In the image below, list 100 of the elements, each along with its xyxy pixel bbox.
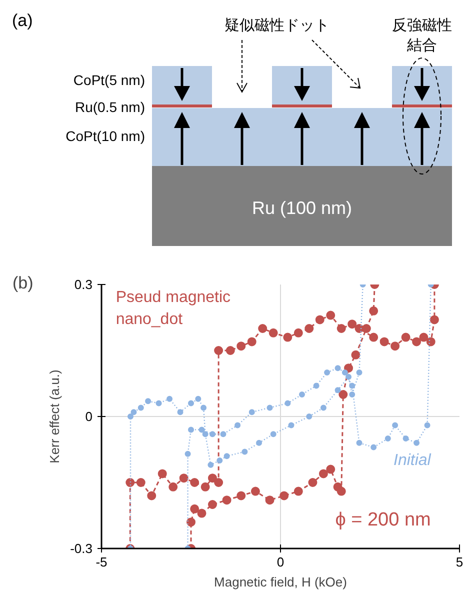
point	[190, 504, 200, 514]
text: 疑似磁性ドット	[224, 17, 330, 34]
text: 反強磁性	[392, 17, 452, 34]
point	[356, 440, 362, 446]
point	[220, 431, 226, 438]
point	[224, 453, 230, 460]
point	[414, 440, 420, 446]
point	[126, 478, 135, 487]
y-tick-label: -0.3	[70, 541, 93, 556]
point	[294, 486, 303, 496]
point	[334, 365, 341, 372]
point	[222, 496, 232, 505]
series-label: Pseud magnetic nano_dot	[116, 289, 231, 328]
point	[338, 390, 348, 399]
point	[188, 426, 194, 433]
point	[298, 392, 305, 398]
point	[349, 382, 356, 389]
point	[342, 370, 348, 376]
x-axis-title: Magnetic field, H (kOe)	[214, 574, 347, 590]
point	[384, 436, 391, 442]
point	[284, 400, 291, 406]
point	[336, 324, 346, 333]
point	[195, 396, 202, 402]
point	[197, 508, 206, 518]
point	[351, 350, 360, 360]
point	[208, 474, 217, 483]
point	[209, 431, 216, 438]
point	[334, 387, 341, 394]
point	[258, 324, 268, 333]
point	[268, 328, 278, 338]
point	[313, 382, 320, 389]
point	[346, 374, 352, 380]
point	[256, 440, 262, 446]
point	[426, 337, 436, 346]
point	[402, 436, 409, 442]
text: Ru(0.5 nm)	[74, 99, 145, 115]
point	[320, 404, 326, 411]
point	[380, 337, 389, 346]
point	[370, 444, 377, 450]
point	[158, 469, 167, 478]
point	[190, 478, 200, 487]
point	[200, 482, 210, 492]
point	[236, 491, 246, 500]
point	[168, 482, 178, 492]
point	[179, 474, 188, 483]
point	[270, 431, 276, 438]
point	[424, 422, 430, 428]
text: CoPt(10 nm)	[66, 128, 145, 144]
point	[156, 400, 162, 406]
point	[177, 409, 184, 416]
point	[234, 422, 241, 428]
point	[138, 404, 144, 411]
point	[304, 324, 314, 333]
point	[198, 426, 205, 433]
point	[344, 364, 354, 373]
point	[392, 422, 398, 428]
x-tick-label: 5	[456, 554, 464, 570]
annotation: ϕ = 200 nm	[335, 509, 431, 530]
point	[202, 431, 208, 438]
point	[136, 478, 146, 487]
y-axis-title: Kerr effect (a.u.)	[47, 370, 62, 464]
point	[348, 320, 357, 329]
point	[266, 404, 273, 411]
point	[308, 478, 318, 487]
y-tick-label: 0	[85, 409, 93, 424]
point	[324, 370, 330, 376]
point	[236, 342, 246, 351]
point	[294, 328, 303, 338]
point	[184, 450, 191, 457]
point	[226, 346, 235, 355]
point	[130, 409, 137, 416]
point	[326, 464, 336, 474]
point	[401, 332, 410, 342]
point	[208, 500, 217, 509]
point	[318, 469, 328, 478]
point	[242, 448, 248, 455]
point	[326, 310, 336, 320]
point	[356, 370, 362, 376]
point	[214, 478, 224, 487]
point	[315, 315, 324, 324]
point	[250, 486, 260, 496]
text: (a)	[12, 11, 33, 30]
point	[369, 306, 378, 316]
point	[412, 337, 422, 346]
chart-title: (b)	[12, 274, 34, 292]
point	[265, 496, 274, 505]
x-tick-label: -5	[96, 554, 108, 570]
point	[147, 491, 156, 500]
point	[145, 398, 152, 404]
point	[216, 458, 223, 464]
text: Ru (100 nm)	[252, 198, 352, 218]
point	[128, 414, 134, 420]
point	[419, 332, 428, 342]
point	[283, 332, 292, 342]
point	[430, 315, 439, 324]
point	[188, 400, 194, 406]
point	[280, 491, 289, 500]
text: 結合	[406, 37, 437, 54]
point	[208, 462, 214, 468]
point	[288, 422, 294, 428]
